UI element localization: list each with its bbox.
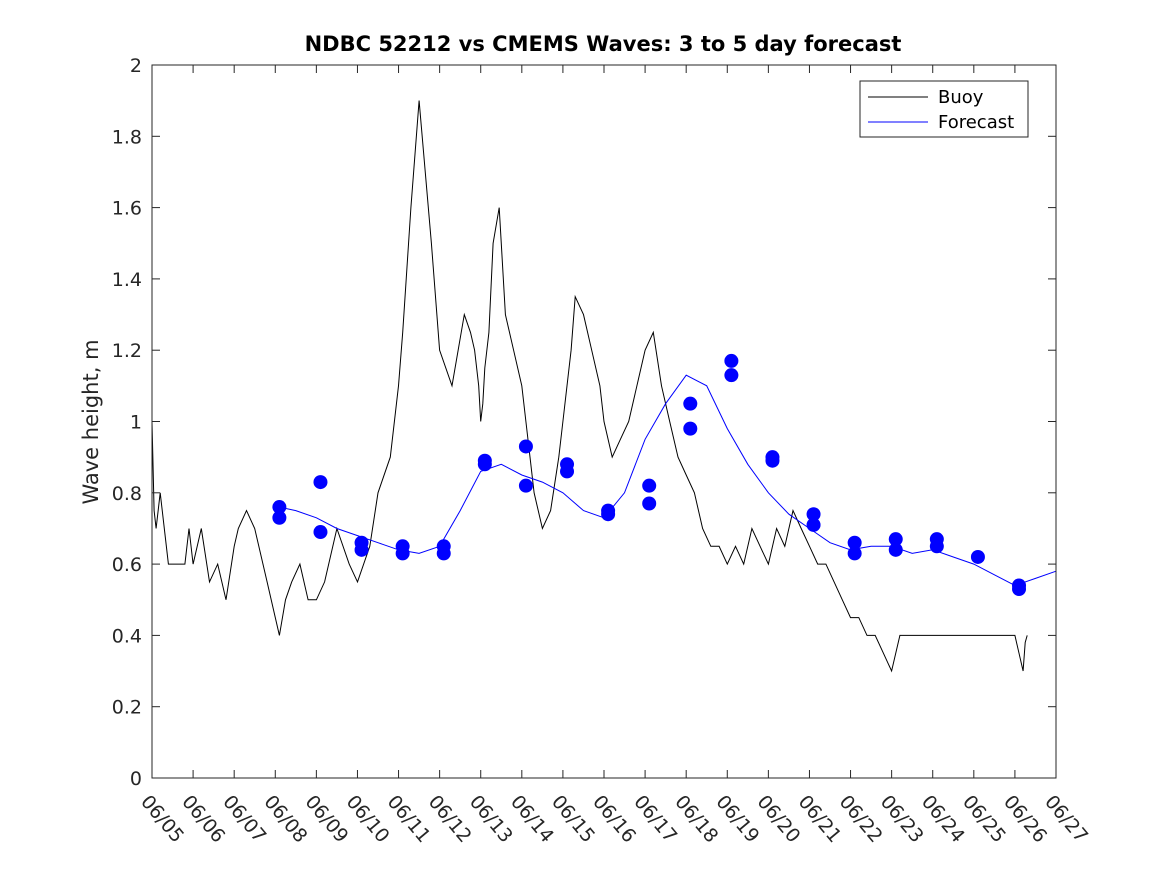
legend-label-buoy: Buoy <box>938 87 984 108</box>
legend-label-forecast: Forecast <box>938 112 1014 133</box>
y-tick-label: 0 <box>130 768 142 790</box>
forecast-marker <box>683 396 698 411</box>
forecast-marker <box>272 500 287 515</box>
forecast-marker <box>642 478 657 493</box>
forecast-marker <box>313 475 328 490</box>
y-tick-label: 0.8 <box>112 483 142 505</box>
y-tick-label: 0.6 <box>112 554 142 576</box>
legend: Buoy Forecast <box>859 80 1029 138</box>
forecast-marker <box>436 546 451 561</box>
y-tick-label: 1.4 <box>112 269 142 291</box>
forecast-marker <box>601 507 616 522</box>
forecast-marker <box>888 532 903 547</box>
forecast-marker <box>395 546 410 561</box>
marker-layer <box>272 353 1027 597</box>
forecast-marker <box>272 510 287 525</box>
forecast-marker <box>518 478 533 493</box>
forecast-marker <box>929 539 944 554</box>
forecast-marker <box>970 549 985 564</box>
forecast-marker <box>847 535 862 550</box>
y-tick-label: 0.2 <box>112 697 142 719</box>
y-tick-label: 0.4 <box>112 625 142 647</box>
legend-box <box>859 80 1029 138</box>
forecast-marker <box>1012 582 1027 597</box>
forecast-marker <box>847 546 862 561</box>
forecast-marker <box>806 517 821 532</box>
plot-area: 00.20.40.60.811.21.41.61.82 06/0506/0606… <box>112 55 1092 847</box>
forecast-marker <box>806 507 821 522</box>
forecast-marker <box>477 457 492 472</box>
y-tick-label: 1 <box>130 412 142 434</box>
forecast-marker <box>518 439 533 454</box>
chart-title: NDBC 52212 vs CMEMS Waves: 3 to 5 day fo… <box>305 32 902 56</box>
forecast-marker <box>560 464 575 479</box>
forecast-marker <box>724 368 739 383</box>
y-tick-label: 2 <box>130 55 142 77</box>
forecast-marker <box>683 421 698 436</box>
y-tick-label: 1.8 <box>112 126 142 148</box>
forecast-marker <box>724 353 739 368</box>
y-tick-label: 1.6 <box>112 198 142 220</box>
y-tick-label: 1.2 <box>112 340 142 362</box>
series-line-buoy <box>151 100 1028 673</box>
forecast-marker <box>888 542 903 557</box>
y-axis: 0 0.2 0.4 0.6 0.8 1 1.2 1.4 1.6 1.8 2 <box>112 55 1056 790</box>
forecast-marker <box>765 453 780 468</box>
forecast-marker <box>313 525 328 540</box>
forecast-marker <box>354 542 369 557</box>
y-axis-label: Wave height, m <box>79 339 103 504</box>
forecast-marker <box>642 496 657 511</box>
